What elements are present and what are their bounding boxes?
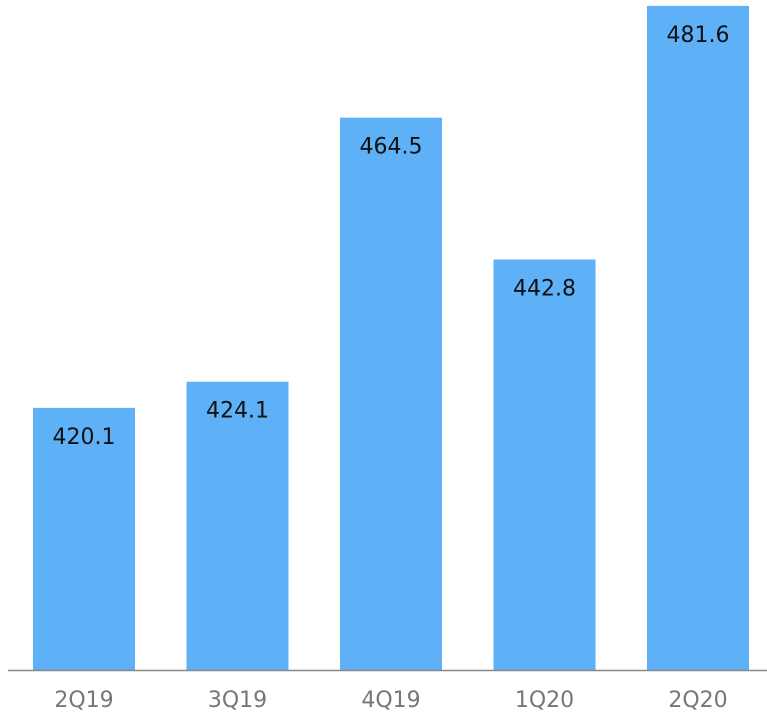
value-label: 481.6 [667, 23, 730, 48]
value-label: 420.1 [53, 425, 116, 450]
bar [33, 407, 135, 670]
bar [340, 117, 442, 670]
value-label: 442.8 [513, 277, 576, 302]
x-tick-label: 1Q20 [515, 688, 574, 713]
value-label: 424.1 [206, 399, 269, 424]
bar [493, 259, 596, 670]
x-tick-label: 4Q19 [361, 688, 420, 713]
x-tick-label: 2Q20 [668, 688, 727, 713]
value-label: 464.5 [360, 135, 423, 160]
bar [186, 381, 289, 670]
x-tick-label: 2Q19 [54, 688, 113, 713]
bar [647, 5, 749, 670]
x-tick-label: 3Q19 [208, 688, 267, 713]
